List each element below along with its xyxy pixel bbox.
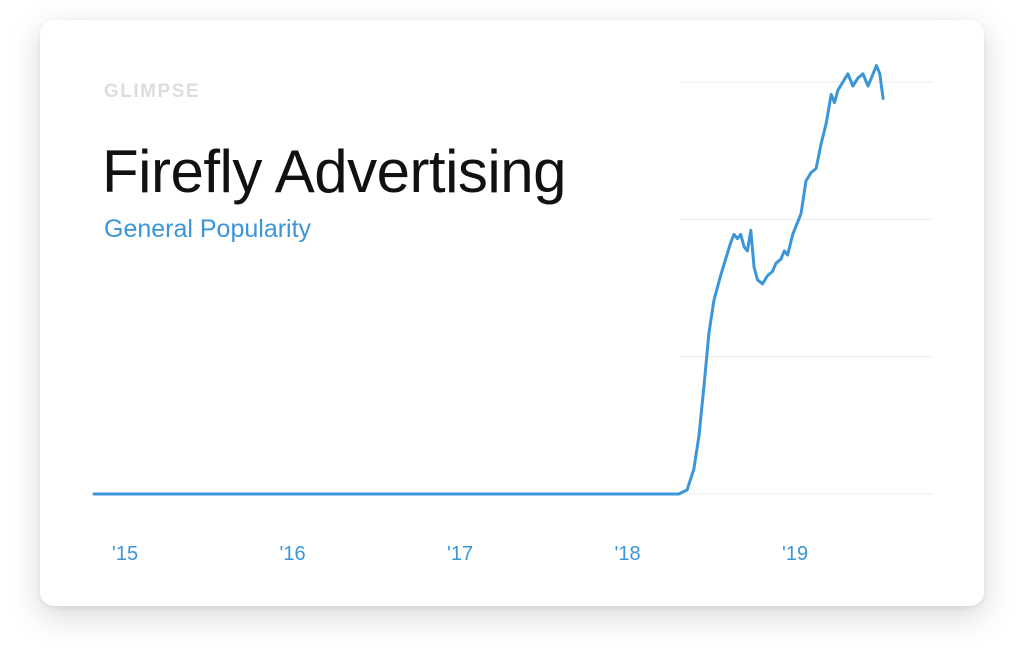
x-tick-label: '15 bbox=[112, 543, 138, 565]
glimpse-logo: GLIMPSE bbox=[104, 81, 201, 102]
chart-subtitle: General Popularity bbox=[104, 215, 312, 243]
x-tick-label: '16 bbox=[280, 543, 306, 565]
line-chart: '15 '16 '17 '18 '19 bbox=[92, 64, 932, 565]
x-tick-label: '17 bbox=[447, 543, 473, 565]
series-line bbox=[92, 64, 885, 496]
series-layer bbox=[92, 64, 885, 496]
x-tick-label: '19 bbox=[782, 543, 808, 565]
x-tick-label: '18 bbox=[615, 543, 641, 565]
grid-lines bbox=[680, 81, 932, 358]
x-axis-ticks: '15 '16 '17 '18 '19 bbox=[112, 543, 808, 565]
chart-title: Firefly Advertising bbox=[102, 138, 567, 205]
chart-card: GLIMPSE Firefly Advertising General Popu… bbox=[40, 20, 984, 606]
